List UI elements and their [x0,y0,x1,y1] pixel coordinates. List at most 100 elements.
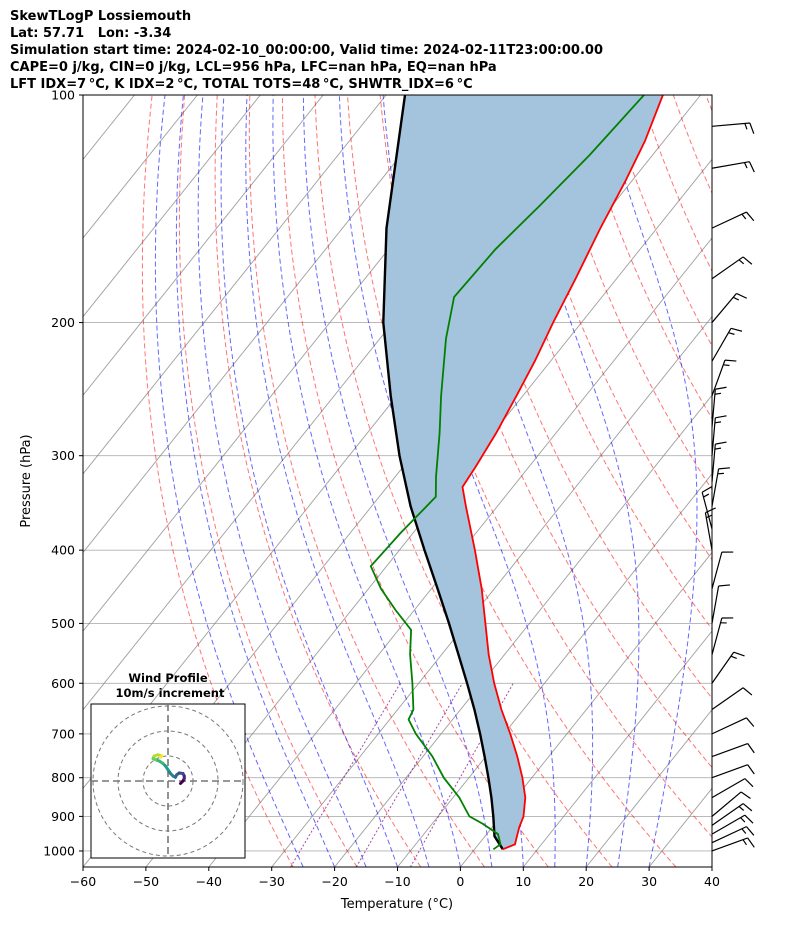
wind-barb-flag [745,717,755,727]
isotherm-line [83,95,387,475]
wind-barb-half-flag [738,259,745,265]
wind-barb-flag [715,415,727,419]
wind-barb [711,256,753,280]
indices-line-1: CAPE=0 j/kg, CIN=0 j/kg, LCL=956 hPa, LF… [10,60,497,75]
x-tick-label: −10 [384,874,410,889]
wind-barb-flag [736,292,748,299]
wind-barb [711,617,734,655]
wind-barb-staff [711,468,720,507]
x-tick-label: −50 [133,874,159,889]
y-tick-label: 900 [51,809,75,824]
wind-barb-flag [749,122,755,134]
wind-barb [711,778,754,799]
x-tick-label: 0 [456,874,464,889]
mixing-ratio-line [355,683,463,867]
wind-barb-flag [742,803,753,812]
wind-barb-staff [711,359,726,397]
wind-barb-staff [711,764,748,779]
wind-barb-staff [704,512,713,551]
wind-barb-staff [711,791,742,817]
isotherm-line [775,95,794,867]
x-tick-label: −30 [259,874,285,889]
wind-barb-half-flag [740,817,746,823]
wind-barb-flag [718,467,731,470]
wind-barb [711,764,755,779]
dry-adiabat [477,95,712,630]
wind-barb-flag [748,161,755,173]
wind-barb-staff [711,293,737,323]
isotherm-line [83,95,198,239]
dewpoint-profile-line [369,95,645,851]
wind-barb [711,211,755,229]
wind-barb [701,485,713,530]
wind-barb [711,584,731,624]
wind-barb [711,292,748,323]
wind-barb-staff [711,617,723,655]
isotherm-line [83,95,261,318]
wind-barb [711,837,755,852]
indices-line-2: LFT IDX=7 °C, K IDX=2 °C, TOTAL TOTS=48 … [10,77,473,92]
dry-adiabat [444,95,712,700]
dry-adiabat [607,95,712,347]
wind-barb-staff [711,837,748,852]
wind-barb-staff [711,742,748,758]
isotherm-line [83,95,324,396]
wind-barb [711,551,734,589]
y-tick-label: 200 [51,315,75,330]
wind-barb-flag [742,687,753,696]
wind-barb-flag [745,211,755,222]
y-tick-label: 300 [51,448,75,463]
y-tick-label: 1000 [43,843,75,858]
location-line: Lat: 57.71 Lon: -3.34 [10,26,172,41]
isotherm-line [83,95,450,554]
wind-barb-flag [747,837,755,848]
wind-barb-flag [740,791,751,799]
wind-barb-staff [711,444,716,483]
wind-barb-flag [718,584,731,587]
wind-barb-half-flag [728,332,735,335]
wind-barb-staff [711,826,747,844]
wind-barb-flag [744,814,754,824]
wind-barb-half-flag [703,493,710,498]
wind-barb-flag [701,485,713,493]
times-line: Simulation start time: 2024-02-10_00:00:… [10,43,603,58]
wind-barb [711,742,755,758]
isotherm-line [0,95,72,867]
isotherm-line [271,315,712,867]
wind-barb-flag [747,743,755,754]
wind-barb [711,161,755,173]
wind-barb-flag [733,651,745,657]
wind-barb [711,803,753,826]
y-tick-label: 800 [51,770,75,785]
wind-barb-staff [711,814,746,835]
isotherm-line [522,630,712,867]
wind-barb-half-flag [741,213,747,220]
wind-barb-staff [701,492,713,530]
shaded-area [383,95,663,850]
x-tick-label: −20 [321,874,347,889]
wind-barb-half-flag [714,392,722,395]
wind-barb-half-flag [732,296,740,301]
x-tick-label: 10 [515,874,531,889]
moist-adiabat [197,95,367,867]
wind-barb-flag [715,386,727,390]
wind-barb-staff [711,687,744,711]
dry-adiabat [141,95,294,867]
wind-barb [711,814,754,835]
wind-barb-half-flag [723,364,730,367]
wind-barb-staff [711,778,746,799]
wind-barb [711,386,727,428]
wind-barb-flag [742,256,753,265]
wind-barb-staff [711,717,747,735]
wind-barb [711,651,745,684]
wind-barb-staff [711,551,723,589]
parcel-profile-line [382,95,504,850]
moist-adiabat [302,95,493,867]
isotherm-line [585,709,712,867]
wind-barb-half-flag [744,123,748,130]
dry-adiabat [640,95,712,273]
chart-title: SkewTLogP Lossiemouth [10,9,192,24]
wind-barb [711,359,737,397]
temperature-profile-line [461,95,664,851]
y-tick-label: 500 [51,616,75,631]
